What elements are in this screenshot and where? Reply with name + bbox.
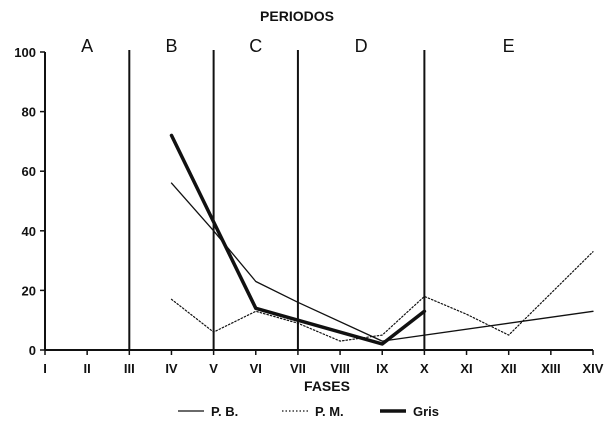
period-boundaries: [128, 50, 426, 350]
period-label: A: [81, 36, 93, 56]
x-tick-label: XII: [501, 361, 517, 376]
series-line-p-b: [170, 182, 594, 342]
period-label: D: [355, 36, 368, 56]
y-tick-label: 20: [22, 283, 36, 298]
period-label: B: [165, 36, 177, 56]
x-tick-label: XIII: [541, 361, 561, 376]
x-tick-label: XI: [460, 361, 472, 376]
x-axis-label: FASES: [304, 378, 350, 394]
x-tick-label: V: [209, 361, 218, 376]
x-tick-label: VII: [290, 361, 306, 376]
series-line-gris: [169, 133, 427, 346]
x-tick-label: VIII: [330, 361, 350, 376]
series-lines: [169, 133, 594, 346]
y-tick-label: 0: [29, 343, 36, 358]
x-tick-label: XIV: [583, 361, 604, 376]
x-tick-label: II: [84, 361, 91, 376]
x-tick-label: VI: [250, 361, 262, 376]
period-label: E: [503, 36, 515, 56]
x-tick-label: IX: [376, 361, 389, 376]
x-tick-label: I: [43, 361, 47, 376]
x-tick-label: III: [124, 361, 135, 376]
period-label: C: [249, 36, 262, 56]
legend: P. B. P. M. Gris: [178, 404, 439, 419]
legend-label: P. B.: [211, 404, 238, 419]
y-tick-label: 40: [22, 224, 36, 239]
chart-title: PERIODOS: [260, 8, 334, 24]
legend-label: P. M.: [315, 404, 344, 419]
y-tick-label: 100: [14, 45, 36, 60]
legend-label: Gris: [413, 404, 439, 419]
period-labels: A B C D E: [81, 36, 515, 56]
y-tick-label: 80: [22, 105, 36, 120]
y-tick-label: 60: [22, 164, 36, 179]
x-tick-label: X: [420, 361, 429, 376]
x-tick-label: IV: [165, 361, 178, 376]
